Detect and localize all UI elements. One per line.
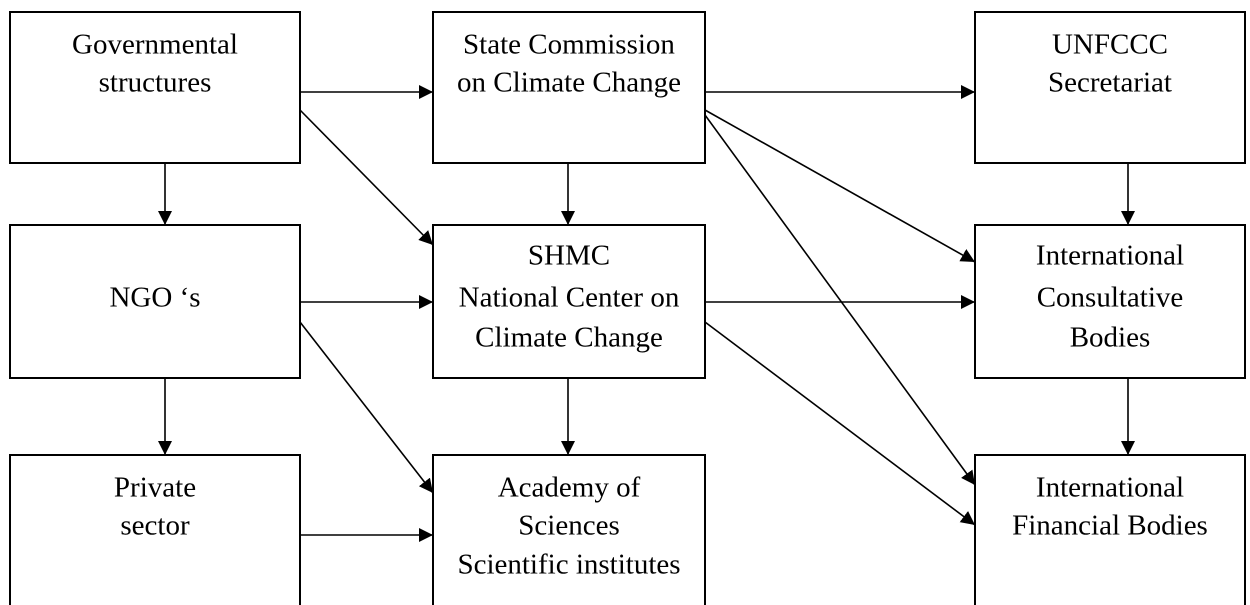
node-box xyxy=(9,224,301,379)
node-label: SHMC xyxy=(528,240,610,272)
node-label: UNFCCC xyxy=(1052,29,1168,61)
nodes: Governmental structures State Commission on… xyxy=(9,11,1246,605)
node-label: Consultative xyxy=(1037,282,1184,314)
arrow xyxy=(299,109,434,246)
node-label: International xyxy=(1036,240,1184,272)
arrow xyxy=(299,321,434,494)
node-box xyxy=(9,11,301,164)
node-box xyxy=(9,454,301,605)
node-label: Scientific institutes xyxy=(457,549,680,581)
node-label: International xyxy=(1036,472,1184,504)
node-box xyxy=(974,11,1246,164)
node-label: sector xyxy=(120,510,190,542)
node-box xyxy=(974,224,1246,379)
node-label: Climate Change xyxy=(475,322,663,354)
arrow xyxy=(704,321,976,526)
node-box xyxy=(974,454,1246,605)
node-label: Bodies xyxy=(1070,322,1151,354)
node-label: Private xyxy=(114,472,196,504)
node-label: Academy of xyxy=(498,472,641,504)
node-label: on Climate Change xyxy=(457,67,681,99)
node-box xyxy=(432,454,706,605)
node-label: Governmental xyxy=(72,29,238,61)
node-box xyxy=(432,224,706,379)
node-label: structures xyxy=(99,67,212,99)
arrow xyxy=(704,114,976,486)
node-label: Sciences xyxy=(518,510,619,542)
arrows xyxy=(158,85,1135,542)
node-label: NGO ‘s xyxy=(109,282,200,314)
node-label: Financial Bodies xyxy=(1012,510,1208,542)
node-label: National Center on xyxy=(459,282,680,314)
node-label: Secretariat xyxy=(1048,67,1172,99)
arrow xyxy=(704,109,976,263)
node-label: State Commission xyxy=(463,29,675,61)
node-box xyxy=(432,11,706,164)
